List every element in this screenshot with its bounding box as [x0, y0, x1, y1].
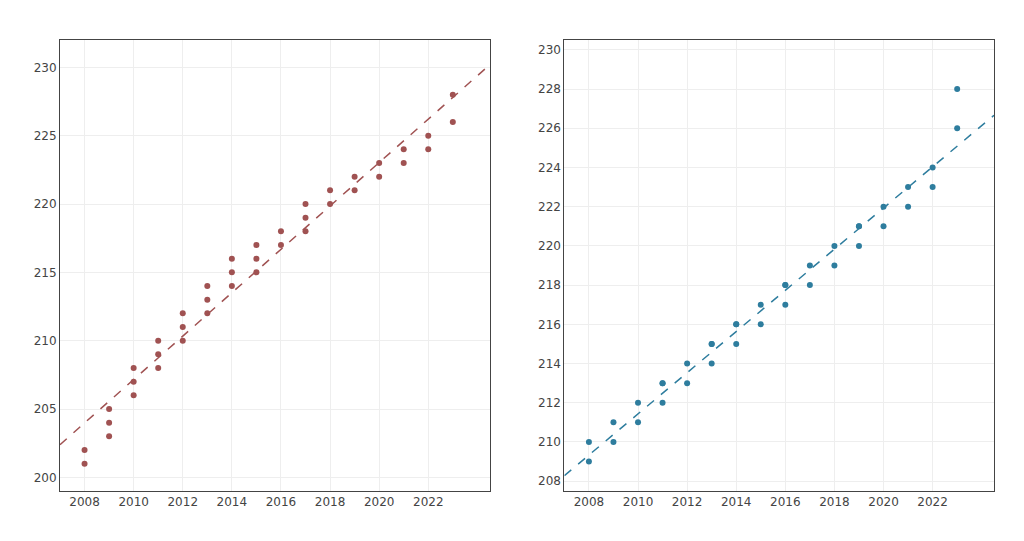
svg-text:214: 214	[538, 357, 561, 371]
svg-text:2022: 2022	[413, 495, 444, 509]
svg-text:218: 218	[538, 278, 561, 292]
svg-text:210: 210	[538, 435, 561, 449]
svg-text:230: 230	[538, 43, 561, 57]
svg-text:208: 208	[538, 474, 561, 488]
svg-text:2012: 2012	[672, 495, 703, 509]
svg-text:224: 224	[538, 161, 561, 175]
svg-text:216: 216	[538, 318, 561, 332]
svg-text:2010: 2010	[118, 495, 149, 509]
svg-text:215: 215	[34, 266, 57, 280]
svg-text:2010: 2010	[623, 495, 654, 509]
svg-text:2018: 2018	[819, 495, 850, 509]
svg-text:2022: 2022	[917, 495, 948, 509]
svg-text:2020: 2020	[364, 495, 395, 509]
svg-text:210: 210	[34, 334, 57, 348]
svg-text:220: 220	[34, 197, 57, 211]
svg-text:225: 225	[34, 129, 57, 143]
svg-text:226: 226	[538, 121, 561, 135]
svg-text:230: 230	[34, 61, 57, 75]
svg-text:2020: 2020	[868, 495, 899, 509]
svg-text:212: 212	[538, 396, 561, 410]
svg-text:200: 200	[34, 471, 57, 485]
svg-text:2008: 2008	[574, 495, 605, 509]
svg-text:2014: 2014	[721, 495, 752, 509]
svg-text:2016: 2016	[266, 495, 297, 509]
svg-text:205: 205	[34, 402, 57, 416]
svg-text:2014: 2014	[217, 495, 248, 509]
svg-text:2018: 2018	[315, 495, 346, 509]
svg-text:2016: 2016	[770, 495, 801, 509]
svg-text:220: 220	[538, 239, 561, 253]
svg-text:228: 228	[538, 82, 561, 96]
svg-text:2012: 2012	[167, 495, 198, 509]
svg-text:2008: 2008	[69, 495, 100, 509]
svg-text:222: 222	[538, 200, 561, 214]
